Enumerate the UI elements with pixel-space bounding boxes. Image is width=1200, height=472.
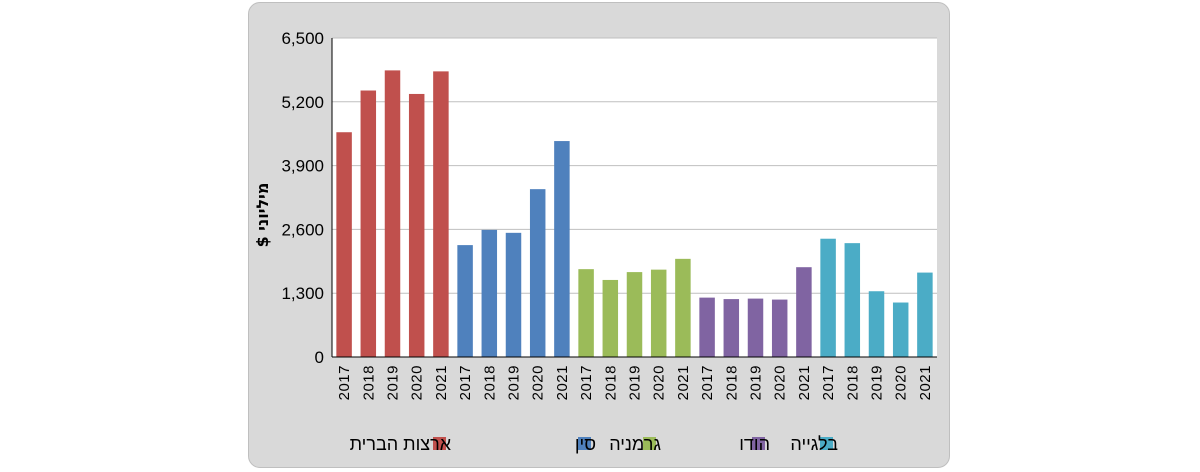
legend-label: בלגייה — [790, 434, 838, 454]
bar — [336, 132, 352, 357]
x-tick-label: 2018 — [844, 365, 861, 400]
x-tick-label: 2019 — [506, 365, 523, 400]
x-tick-label: 2018 — [602, 365, 619, 400]
x-tick-labels: 2017 2018 2019 2020 2021 2017 2018 2019 2020 2021… — [336, 365, 934, 400]
legend-label: ארצות הברית — [350, 434, 452, 454]
bar — [844, 243, 861, 357]
bar — [626, 272, 643, 357]
legend-swatch — [578, 437, 591, 450]
legend-label: סין — [575, 434, 596, 454]
bar — [384, 70, 401, 357]
x-tick-label: 2018 — [723, 365, 740, 400]
x-tick-label: 2017 — [336, 365, 353, 400]
x-tick-label: 2019 — [627, 365, 644, 400]
x-tick-label: 2017 — [578, 365, 595, 400]
x-tick-label: 2018 — [481, 365, 498, 400]
x-tick-label: 2020 — [893, 365, 910, 400]
y-tick-label: 6,500 — [281, 29, 324, 48]
bar — [433, 71, 449, 357]
bar — [796, 267, 812, 357]
x-tick-label: 2021 — [917, 365, 934, 400]
x-tick-label: 2019 — [748, 365, 765, 400]
legend-label: גרמניה — [609, 434, 661, 454]
bar — [554, 141, 570, 357]
y-tick-labels: 0 1,300 2,600 3,900 5,200 6,500 — [281, 29, 324, 367]
y-tick-label: 2,600 — [281, 220, 324, 239]
bar — [917, 272, 933, 357]
bar — [360, 90, 377, 358]
x-tick-label: 2021 — [796, 365, 813, 400]
x-tick-label: 2021 — [675, 365, 692, 400]
bar — [505, 232, 522, 357]
y-tick-label: 1,300 — [281, 284, 324, 303]
x-tick-label: 2018 — [360, 365, 377, 400]
bar — [892, 302, 909, 357]
bar — [723, 299, 740, 357]
legend-swatch — [643, 437, 656, 450]
x-tick-label: 2020 — [772, 365, 789, 400]
x-tick-label: 2020 — [651, 365, 668, 400]
legend-swatch — [820, 437, 833, 450]
legend: ארצות הברית סין גרמניה הודו בלגייה — [350, 434, 839, 454]
x-tick-label: 2020 — [530, 365, 547, 400]
bar — [771, 299, 788, 357]
bar — [747, 298, 764, 357]
bar — [675, 258, 691, 357]
y-tick-label: 5,200 — [281, 93, 324, 112]
x-tick-label: 2017 — [820, 365, 837, 400]
bar — [481, 229, 498, 357]
x-tick-label: 2019 — [869, 365, 886, 400]
legend-swatch — [752, 437, 765, 450]
x-tick-label: 2017 — [457, 365, 474, 400]
bar — [578, 269, 594, 357]
legend-label: הודו — [739, 434, 770, 454]
bar — [650, 269, 667, 357]
bar — [820, 238, 836, 357]
x-tick-label: 2019 — [385, 365, 402, 400]
bar — [408, 93, 425, 357]
x-tick-label: 2020 — [409, 365, 426, 400]
bar — [602, 279, 619, 357]
bar — [457, 245, 473, 357]
y-axis-label: מיליוני $ — [253, 183, 272, 248]
bar — [529, 189, 546, 357]
bar — [699, 297, 715, 357]
gridlines — [332, 37, 937, 294]
y-tick-label: 3,900 — [281, 157, 324, 176]
bars — [336, 70, 933, 358]
x-tick-label: 2021 — [554, 365, 571, 400]
bar — [868, 291, 885, 357]
y-tick-label: 0 — [315, 348, 324, 367]
x-tick-label: 2021 — [433, 365, 450, 400]
x-tick-label: 2017 — [699, 365, 716, 400]
legend-swatch — [433, 437, 446, 450]
